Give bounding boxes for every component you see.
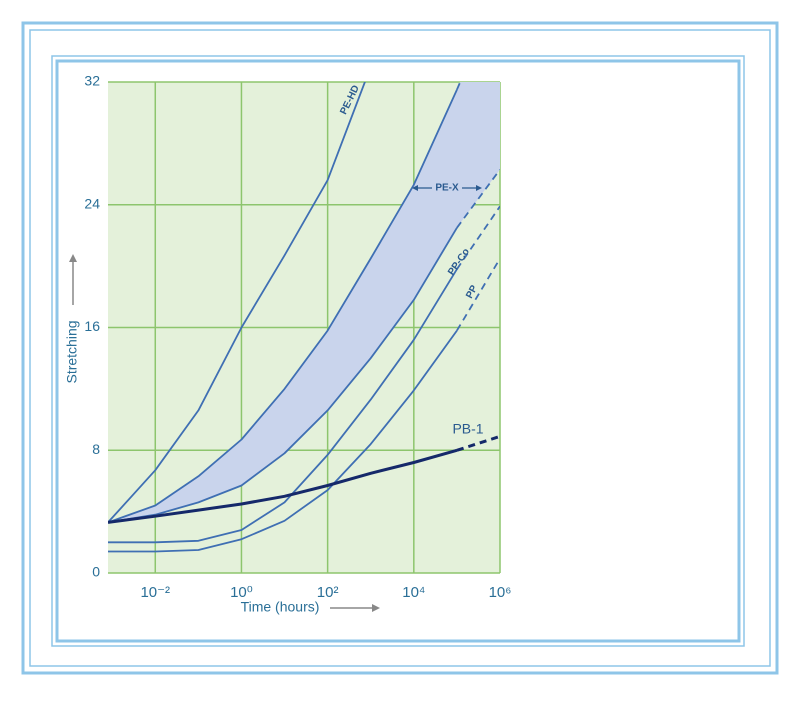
y-tick-label: 16 <box>84 318 100 334</box>
y-tick-label: 0 <box>92 564 100 580</box>
y-axis-arrowhead <box>69 254 77 262</box>
x-axis-label: Time (hours) <box>241 599 320 615</box>
inner-frame-inner <box>55 59 741 643</box>
series-line <box>108 268 458 544</box>
series-line-lower <box>108 227 458 524</box>
x-tick-label: 10⁴ <box>402 584 425 601</box>
x-tick-label: 10⁶ <box>489 584 512 601</box>
series-line <box>108 82 366 524</box>
series-line <box>108 448 458 524</box>
band-arrowhead <box>412 185 418 191</box>
y-tick-label: 32 <box>84 73 100 89</box>
x-axis-arrowhead <box>372 604 380 612</box>
series-line <box>456 82 462 91</box>
series-line <box>456 205 500 270</box>
y-tick-label: 8 <box>92 441 100 457</box>
outer-frame-inner <box>29 29 771 667</box>
y-axis-label: Stretching <box>64 320 80 383</box>
series-line <box>456 258 500 332</box>
series-line <box>108 89 458 524</box>
x-tick-label: 10⁰ <box>230 584 253 601</box>
series-line-lower <box>456 168 500 229</box>
outer-frame <box>21 21 779 675</box>
band-arrowhead <box>476 185 482 191</box>
series-label: PE-X <box>435 183 459 194</box>
y-tick-label: 24 <box>84 195 100 211</box>
band <box>108 82 500 523</box>
series-label: PB-1 <box>452 421 483 437</box>
x-tick-label: 10² <box>317 584 339 601</box>
x-tick-label: 10⁻² <box>140 584 170 601</box>
series-line <box>456 434 500 452</box>
series-line <box>108 330 458 553</box>
inner-frame <box>51 55 745 647</box>
